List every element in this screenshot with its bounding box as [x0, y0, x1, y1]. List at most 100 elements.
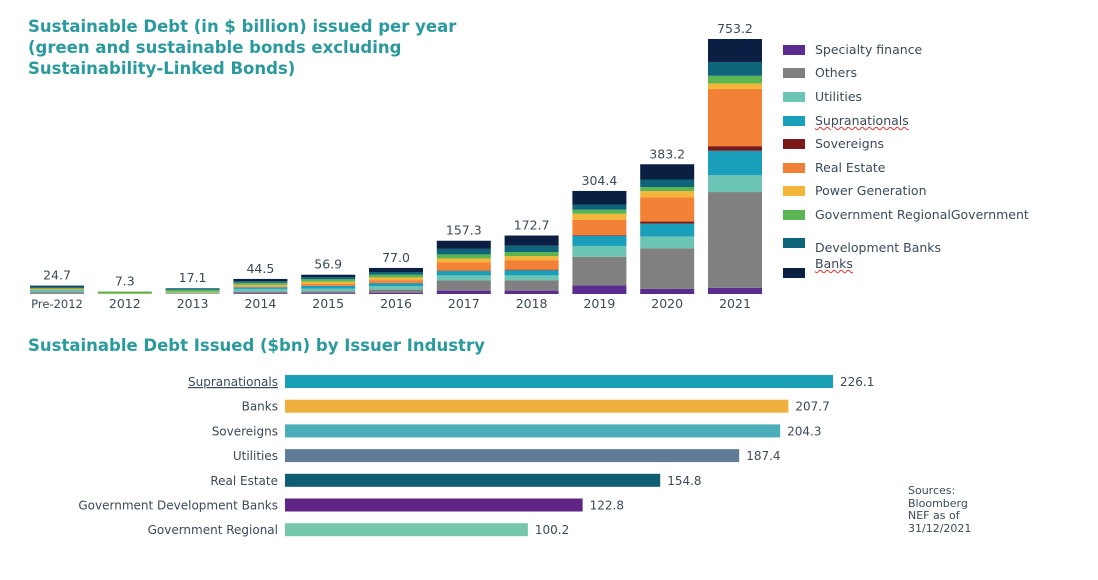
bar-segment-utilities [504, 275, 559, 281]
bar-segment-development-banks [165, 288, 220, 290]
bar-total-label: 77.0 [382, 250, 410, 265]
bar-segment-power-generation [233, 284, 288, 287]
bar-segment-utilities [572, 245, 627, 257]
bar-segment-real-estate [301, 284, 356, 286]
legend-item: Supranationals [783, 113, 909, 128]
bar-segment-development-banks [572, 204, 627, 210]
legend-swatch [783, 185, 805, 196]
bar-segment-government-regionalgovernment [572, 209, 627, 214]
hbar-category-label: Banks [242, 400, 278, 414]
bar-segment-utilities [233, 288, 288, 292]
hbar-category-label: Government Regional [148, 523, 278, 537]
bar-segment-utilities [165, 293, 220, 294]
hbar-value-label: 226.1 [840, 375, 874, 389]
bar-total-label: 44.5 [246, 261, 274, 276]
bar-segment-supranationals [436, 270, 491, 276]
bar-segment-supranationals [708, 150, 762, 176]
bar-segment-supranationals [301, 285, 356, 289]
bar-segment-specialty-finance [369, 292, 423, 294]
bar-segment-government-regionalgovernment [504, 252, 559, 257]
bar-segment-supranationals [504, 270, 559, 276]
legend-item: Government RegionalGovernment [783, 207, 1029, 222]
legend-label: Development Banks [815, 240, 942, 255]
hbar-category-label: Supranationals [188, 375, 278, 389]
x-tick-label: Pre-2012 [31, 297, 83, 311]
legend-swatch [783, 67, 805, 78]
bar-segment-development-banks [708, 61, 762, 76]
hbar-government-regional [285, 523, 528, 537]
bar-segment-others [504, 280, 559, 291]
bar-segment-supranationals [369, 283, 423, 287]
x-tick-label: 2019 [583, 296, 615, 311]
bar-segment-power-generation [165, 291, 220, 293]
bar-segment-others [640, 248, 695, 289]
bar-segment-government-regionalgovernment [708, 75, 762, 84]
bar-segment-development-banks [640, 179, 695, 188]
legend-item: Real Estate [783, 160, 885, 175]
bar-segment-government-regionalgovernment [436, 254, 491, 259]
bar-segment-utilities [436, 275, 491, 281]
bar-total-label: 17.1 [179, 270, 207, 285]
x-tick-label: 2014 [244, 296, 276, 311]
bar-segment-utilities [301, 288, 356, 292]
bar-segment-development-banks [504, 245, 559, 253]
bar-segment-development-banks [30, 286, 84, 288]
bar-segment-government-regionalgovernment [233, 282, 288, 285]
legend-item: Development Banks [783, 235, 941, 255]
sources-line: Bloomberg [908, 496, 968, 510]
legend-swatch [783, 115, 805, 126]
bar-segment-banks [436, 240, 491, 249]
bar-segment-supranationals [165, 292, 220, 294]
bar-segment-sovereigns [640, 221, 695, 224]
bar-segment-real-estate [369, 280, 423, 283]
hbar-category-label: Real Estate [210, 474, 278, 488]
bar-segment-real-estate [436, 262, 491, 271]
bar-total-label: 383.2 [649, 146, 685, 161]
sources-line: Sources: [908, 484, 956, 497]
bar-segment-real-estate [640, 197, 695, 222]
legend-label: Supranationals [815, 113, 909, 128]
bar-segment-government-regionalgovernment [30, 287, 84, 289]
legend-item: Specialty finance [783, 42, 922, 57]
bar-segment-power-generation [301, 281, 356, 285]
legend-item: Others [783, 65, 857, 80]
bar-segment-specialty-finance [436, 290, 491, 294]
bar-segment-banks [369, 267, 423, 272]
bar-total-label: 56.9 [314, 257, 342, 272]
bar-segment-real-estate [504, 260, 559, 270]
bar-segment-government-regionalgovernment [97, 291, 152, 294]
x-tick-label: 2016 [380, 296, 412, 311]
bar-segment-utilities [708, 175, 762, 193]
legend-swatch [783, 267, 805, 278]
legend-item: Utilities [783, 89, 862, 104]
bar-segment-real-estate [708, 88, 762, 147]
stacked-chart-title: Sustainable Debt (in $ billion) issued p… [28, 17, 457, 78]
bar-segment-utilities [640, 236, 695, 249]
legend-swatch [783, 91, 805, 102]
bar-segment-specialty-finance [640, 288, 695, 294]
bar-segment-banks [301, 274, 356, 278]
bar-segment-banks [504, 235, 559, 246]
hbar-category-label: Utilities [233, 449, 278, 463]
bar-segment-real-estate [233, 286, 288, 288]
bar-segment-power-generation [30, 288, 84, 290]
legend-swatch [783, 237, 805, 248]
legend-label: Others [815, 65, 858, 80]
bar-segment-others [369, 289, 423, 293]
hbar-value-label: 154.8 [667, 474, 701, 488]
legend-item: Sovereigns [783, 136, 884, 151]
x-tick-label: 2013 [177, 296, 209, 311]
sources-note: Sources: Bloomberg NEF as of 31/12/2021 [908, 484, 971, 535]
bar-segment-government-regionalgovernment [369, 274, 423, 278]
bar-segment-utilities [369, 286, 423, 290]
bar-segment-power-generation [436, 258, 491, 263]
bar-segment-government-regionalgovernment [165, 289, 220, 292]
bar-segment-government-regionalgovernment [301, 279, 356, 282]
hbar-value-label: 122.8 [590, 499, 624, 513]
hbar-utilities [285, 449, 740, 463]
legend-swatch [783, 162, 805, 173]
bar-total-label: 24.7 [43, 268, 71, 283]
bar-segment-power-generation [640, 191, 695, 198]
bar-segment-real-estate [572, 219, 627, 236]
legend-label: Government RegionalGovernment [815, 207, 1029, 222]
